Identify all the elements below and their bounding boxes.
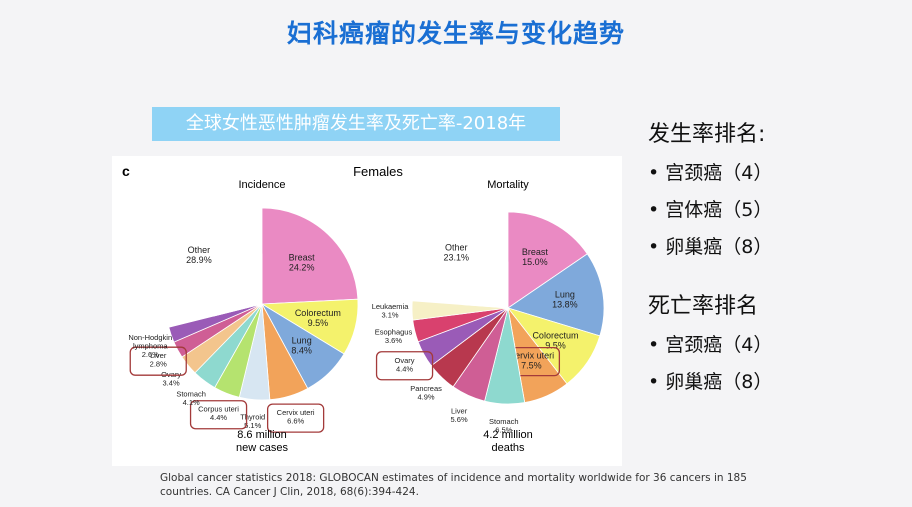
mortality-ranking: 死亡率排名 • 宫颈癌（4） • 卵巢癌（8） xyxy=(648,288,772,394)
mortality-label-stomach: Stomach 6.5% xyxy=(489,417,519,435)
mortality-pie-title: Mortality xyxy=(487,179,529,191)
incidence-label-other: Other 28.9% xyxy=(186,245,212,265)
incidence-highlight-liver xyxy=(129,346,187,376)
incidence-label-colorectum: Colorectum 9.5% xyxy=(295,308,341,328)
mortality-slice-leukaemia xyxy=(411,300,509,321)
citation: Global cancer statistics 2018: GLOBOCAN … xyxy=(160,471,760,499)
chart-banner: 全球女性恶性肿瘤发生率及死亡率-2018年 xyxy=(152,107,560,141)
incidence-label-breast: Breast 24.2% xyxy=(289,252,316,272)
citation-line: countries. CA Cancer J Clin, 2018, 68(6)… xyxy=(160,486,419,498)
incidence-label-liver: Liver 2.8% xyxy=(150,351,167,369)
mortality-total: 4.2 million deaths xyxy=(483,429,533,454)
incidence-ranking-item: • 卵巢癌（8） xyxy=(648,236,773,258)
incidence-label-non-hodgkin-lymphoma: Non-Hodgkin lymphoma 2.6% xyxy=(128,333,172,359)
incidence-slice-other xyxy=(211,253,263,317)
mortality-slice-lung xyxy=(507,253,605,337)
incidence-label-corpus-uteri: Corpus uteri 4.4% xyxy=(198,405,239,423)
incidence-ranking-item: • 宫体癌（5） xyxy=(648,199,773,221)
incidence-slice-non-hodgkin-lymphoma xyxy=(168,303,263,343)
mortality-label-other: Other 23.1% xyxy=(444,242,470,262)
mortality-slice-breast xyxy=(507,211,588,309)
incidence-slice-breast xyxy=(261,207,359,305)
mortality-label-breast: Breast 15.0% xyxy=(522,247,549,267)
mortality-label-liver: Liver 5.6% xyxy=(451,406,468,424)
slide-title: 妇科癌瘤的发生率与变化趋势 xyxy=(286,19,625,48)
citation-line: Global cancer statistics 2018: GLOBOCAN … xyxy=(160,472,747,484)
incidence-pie: Incidence Breast 24.2% Colorectum 9.5% Lung 8.… xyxy=(128,179,359,454)
chart-panel: c Females Incidence Breast 24.2% Colorectum… xyxy=(112,156,622,466)
incidence-label-lung: Lung 8.4% xyxy=(291,336,312,356)
mortality-slice-other xyxy=(461,261,509,309)
mortality-label-esophagus: Esophagus 3.6% xyxy=(375,327,413,345)
mortality-ranking-item: • 宫颈癌（4） xyxy=(648,334,773,356)
incidence-label-cervix-uteri: Cervix uteri 6.6% xyxy=(277,408,315,426)
incidence-total: 8.6 million new cases xyxy=(236,429,288,454)
panel-title: Females xyxy=(353,164,403,179)
incidence-ranking-item: • 宫颈癌（4） xyxy=(648,162,773,184)
mortality-label-cervix-uteri: Cervix uteri 7.5% xyxy=(509,351,555,371)
mortality-label-lung: Lung 13.8% xyxy=(552,289,578,309)
mortality-label-pancreas: Pancreas 4.9% xyxy=(410,384,442,402)
mortality-highlight-ovary xyxy=(375,351,434,381)
panel-letter: c xyxy=(122,163,130,179)
mortality-label-colorectum: Colorectum 9.5% xyxy=(532,331,578,351)
incidence-label-thyroid: Thyroid 5.1% xyxy=(240,413,265,431)
incidence-highlight-corpus-uteri xyxy=(189,400,248,430)
mortality-pie: Mortality Breast 15.0% Lung 13.8% Colorectum 9… xyxy=(372,179,605,454)
incidence-ranking-heading: 发生率排名: xyxy=(648,122,766,147)
mortality-label-leukaemia: Leukaemia 3.1% xyxy=(372,302,410,320)
pie-charts-svg: c Females Incidence Breast 24.2% Colorectum… xyxy=(122,163,605,454)
incidence-label-stomach: Stomach 4.1% xyxy=(176,389,206,407)
incidence-label-ovary: Ovary 3.4% xyxy=(161,370,181,388)
mortality-ranking-heading: 死亡率排名 xyxy=(648,294,759,319)
incidence-ranking: 发生率排名: • 宫颈癌（4） • 宫体癌（5） • 卵巢癌（8） xyxy=(648,116,772,259)
incidence-highlight-cervix-uteri xyxy=(266,403,325,433)
incidence-pie-title: Incidence xyxy=(238,179,285,191)
mortality-label-ovary: Ovary 4.4% xyxy=(395,356,415,374)
mortality-ranking-item: • 卵巢癌（8） xyxy=(648,371,773,393)
